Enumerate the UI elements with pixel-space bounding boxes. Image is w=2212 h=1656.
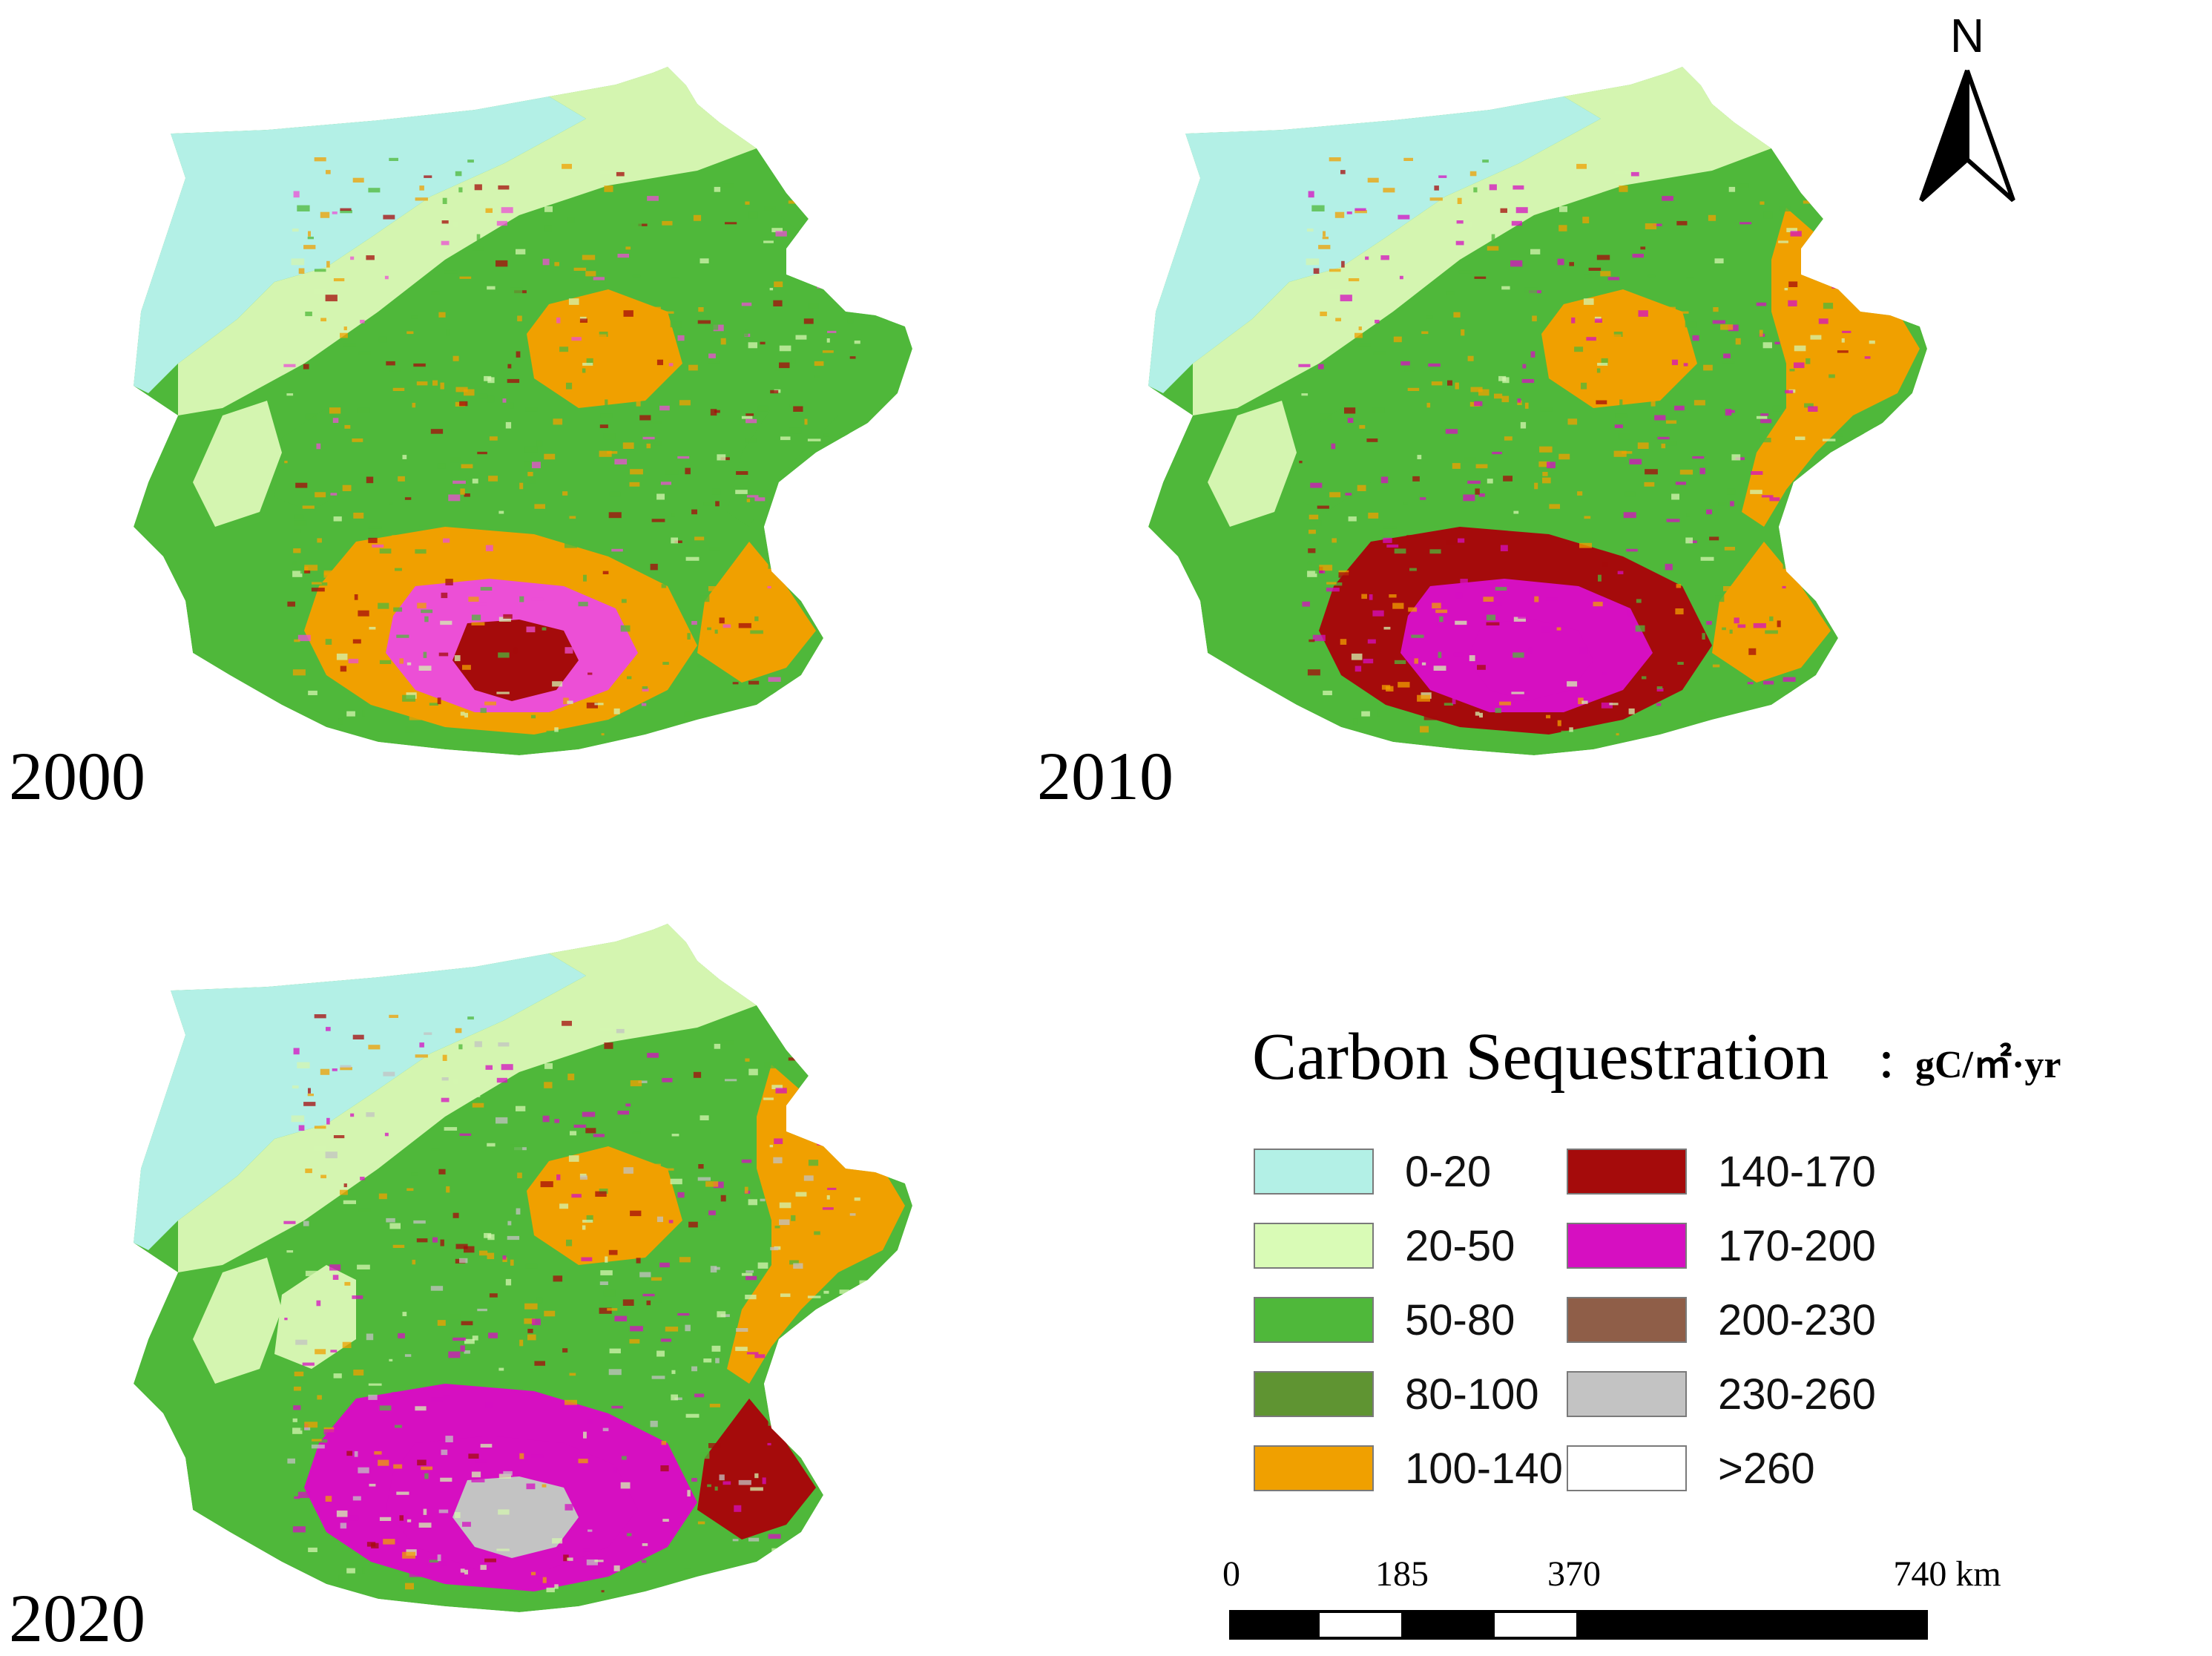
legend-label: 100-140 [1405,1444,1563,1493]
legend-swatch [1567,1445,1687,1491]
legend-label: 80-100 [1405,1370,1539,1419]
legend-item: 200-230 [1567,1293,1876,1347]
legend-item: >260 [1567,1442,1815,1495]
map-region [1742,208,1920,527]
legend-swatch [1567,1223,1687,1269]
map-region [1289,408,1371,512]
map-region [727,1065,905,1384]
legend-label: 50-80 [1405,1295,1515,1344]
map-region [527,289,682,408]
map-region [452,1476,579,1558]
legend-label: 230-260 [1718,1370,1876,1419]
scale-segment [1317,1610,1404,1640]
map-region [527,1146,682,1265]
legend-swatch [1254,1445,1374,1491]
map-region [1208,401,1297,527]
scale-segment [1229,1610,1317,1640]
north-arrow-icon: N [1919,9,2015,203]
map-region-north [178,924,757,1272]
legend-swatch [1567,1149,1687,1195]
map-region [697,542,816,683]
map-region [1467,620,1593,701]
map-region [274,408,356,512]
scale-label: 185 [1375,1554,1429,1594]
legend-swatch [1254,1297,1374,1343]
legend-swatch [1567,1371,1687,1417]
legend-label: 170-200 [1718,1221,1876,1270]
scale-segment [1579,1610,1928,1640]
legend-label: 140-170 [1718,1147,1876,1196]
legend-item: 20-50 [1254,1219,1515,1272]
legend-item: 140-170 [1567,1145,1876,1198]
map-region [697,1399,816,1540]
legend-item: 230-260 [1567,1367,1876,1421]
map-region-desert [1148,96,1601,393]
legend-item: 50-80 [1254,1293,1515,1347]
legend-item: 100-140 [1254,1442,1563,1495]
north-label: N [1950,9,1984,62]
map-region [1712,542,1831,683]
legend-unit: ：gC/㎡·yr [1877,1044,2061,1086]
map-region-north [1193,67,1771,415]
scale-segment [1492,1610,1579,1640]
year-label-2010: 2010 [1037,738,1174,814]
map-2020 [134,924,912,1612]
scale-label: 740 km [1893,1554,2001,1594]
map-region [1541,289,1697,408]
legend-label: 0-20 [1405,1147,1492,1196]
map-region [193,1258,282,1384]
legend-title: Carbon Sequestration [1252,1020,1829,1094]
map-region [274,1265,356,1369]
map-region-desert [134,953,586,1250]
legend-label: 20-50 [1405,1221,1515,1270]
legend-item: 80-100 [1254,1367,1539,1421]
year-label-2000: 2000 [9,738,145,814]
scale-label: 0 [1222,1554,1240,1594]
year-label-2020: 2020 [9,1580,145,1656]
legend-item: 170-200 [1567,1219,1876,1272]
map-2000 [134,67,912,755]
legend-label: >260 [1718,1444,1815,1493]
map-region-north [178,67,757,415]
legend-swatch [1254,1223,1374,1269]
map-region-desert [134,96,586,393]
map-2010 [1148,67,1927,755]
legend-item: 0-20 [1254,1145,1491,1198]
scale-label: 370 [1547,1554,1601,1594]
legend-swatch [1254,1371,1374,1417]
map-region [727,208,905,527]
legend-label: 200-230 [1718,1295,1876,1344]
scale-segment [1404,1610,1492,1640]
legend-swatch [1567,1297,1687,1343]
map-region [452,620,579,701]
legend-swatch [1254,1149,1374,1195]
map-region [193,401,282,527]
